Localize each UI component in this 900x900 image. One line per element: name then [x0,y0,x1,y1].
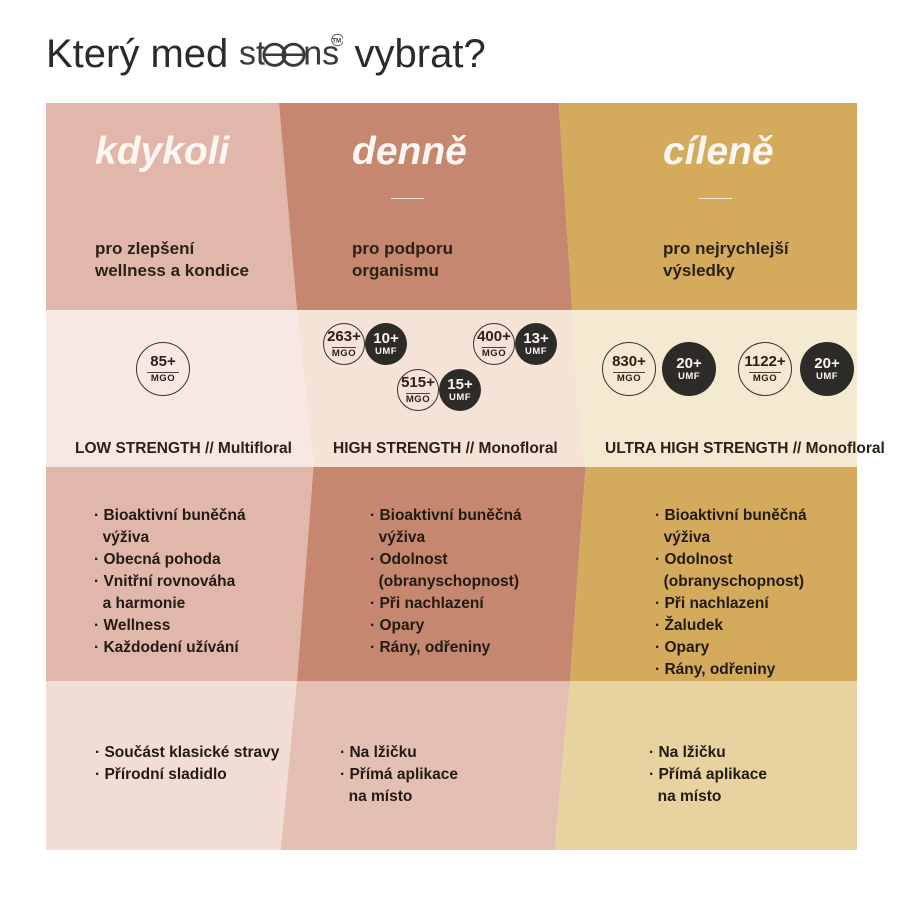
svg-text:TM: TM [333,37,342,44]
